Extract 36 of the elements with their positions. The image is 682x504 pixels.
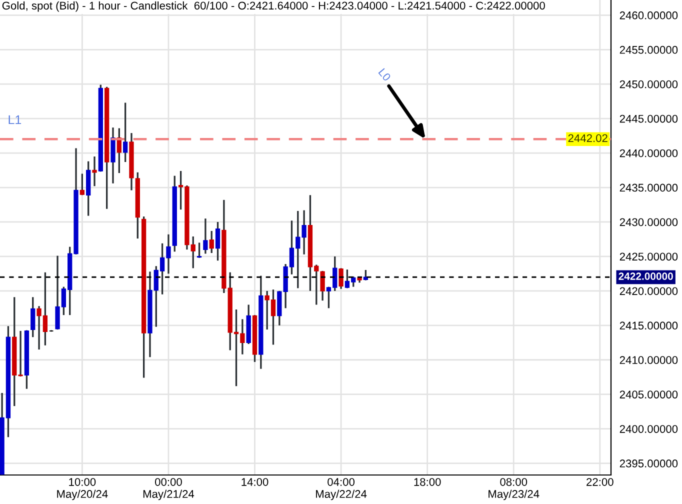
ref-line-label: 2442.02 — [568, 134, 608, 142]
candlestick — [338, 267, 344, 290]
y-tick-label: 2440.00000 — [620, 149, 678, 158]
x-tick-label: 10:00 May/20/24 — [57, 478, 108, 500]
y-tick-label: 2435.00000 — [620, 184, 678, 192]
y-tick-label: 2455.00000 — [620, 46, 678, 54]
x-tick-label: 08:00 May/23/24 — [488, 478, 540, 500]
y-tick-label: 2420.00000 — [620, 287, 678, 296]
candlestick — [122, 102, 128, 163]
annotation: L0 — [378, 68, 392, 82]
candlestick — [92, 156, 97, 187]
x-tick-label: 22:00 — [586, 478, 614, 486]
candlestick — [363, 269, 368, 282]
y-tick-label: 2410.00000 — [620, 356, 678, 364]
y-tick-label: 2450.00000 — [620, 80, 678, 88]
candlestick — [196, 242, 202, 259]
candlestick — [215, 221, 220, 262]
y-tick-label: 2430.00000 — [620, 218, 678, 226]
candlestick — [80, 172, 85, 196]
candlestick — [203, 218, 208, 255]
y-tick-label: 2400.00000 — [620, 425, 678, 433]
x-tick-label: 14:00 — [242, 478, 268, 486]
x-tick-label: 00:00 May/21/24 — [143, 478, 194, 500]
x-tick-label: 04:00 May/22/24 — [316, 478, 367, 500]
candlestick — [209, 230, 214, 254]
y-tick-label: 2405.00000 — [620, 390, 678, 398]
annotation: L1 — [8, 115, 22, 124]
y-tick-label: 2425.00000 — [620, 252, 678, 261]
y-tick-label: 2395.00000 — [620, 460, 678, 468]
x-tick-label: 18:00 — [414, 478, 441, 486]
candlestick — [30, 296, 36, 338]
y-tick-label: 2415.00000 — [620, 322, 678, 330]
y-tick-label: 2445.00000 — [620, 114, 678, 123]
y-tick-label: 2460.00000 — [620, 11, 678, 20]
ref-line-label: 2422.00000 — [618, 272, 673, 280]
chart-title: Gold, spot (Bid) - 1 hour - Candlestick 60/100 - O:2421.64000 - H:2423.04000 - L:2421.54000 - C:2422.00000 — [2, 1, 545, 12]
